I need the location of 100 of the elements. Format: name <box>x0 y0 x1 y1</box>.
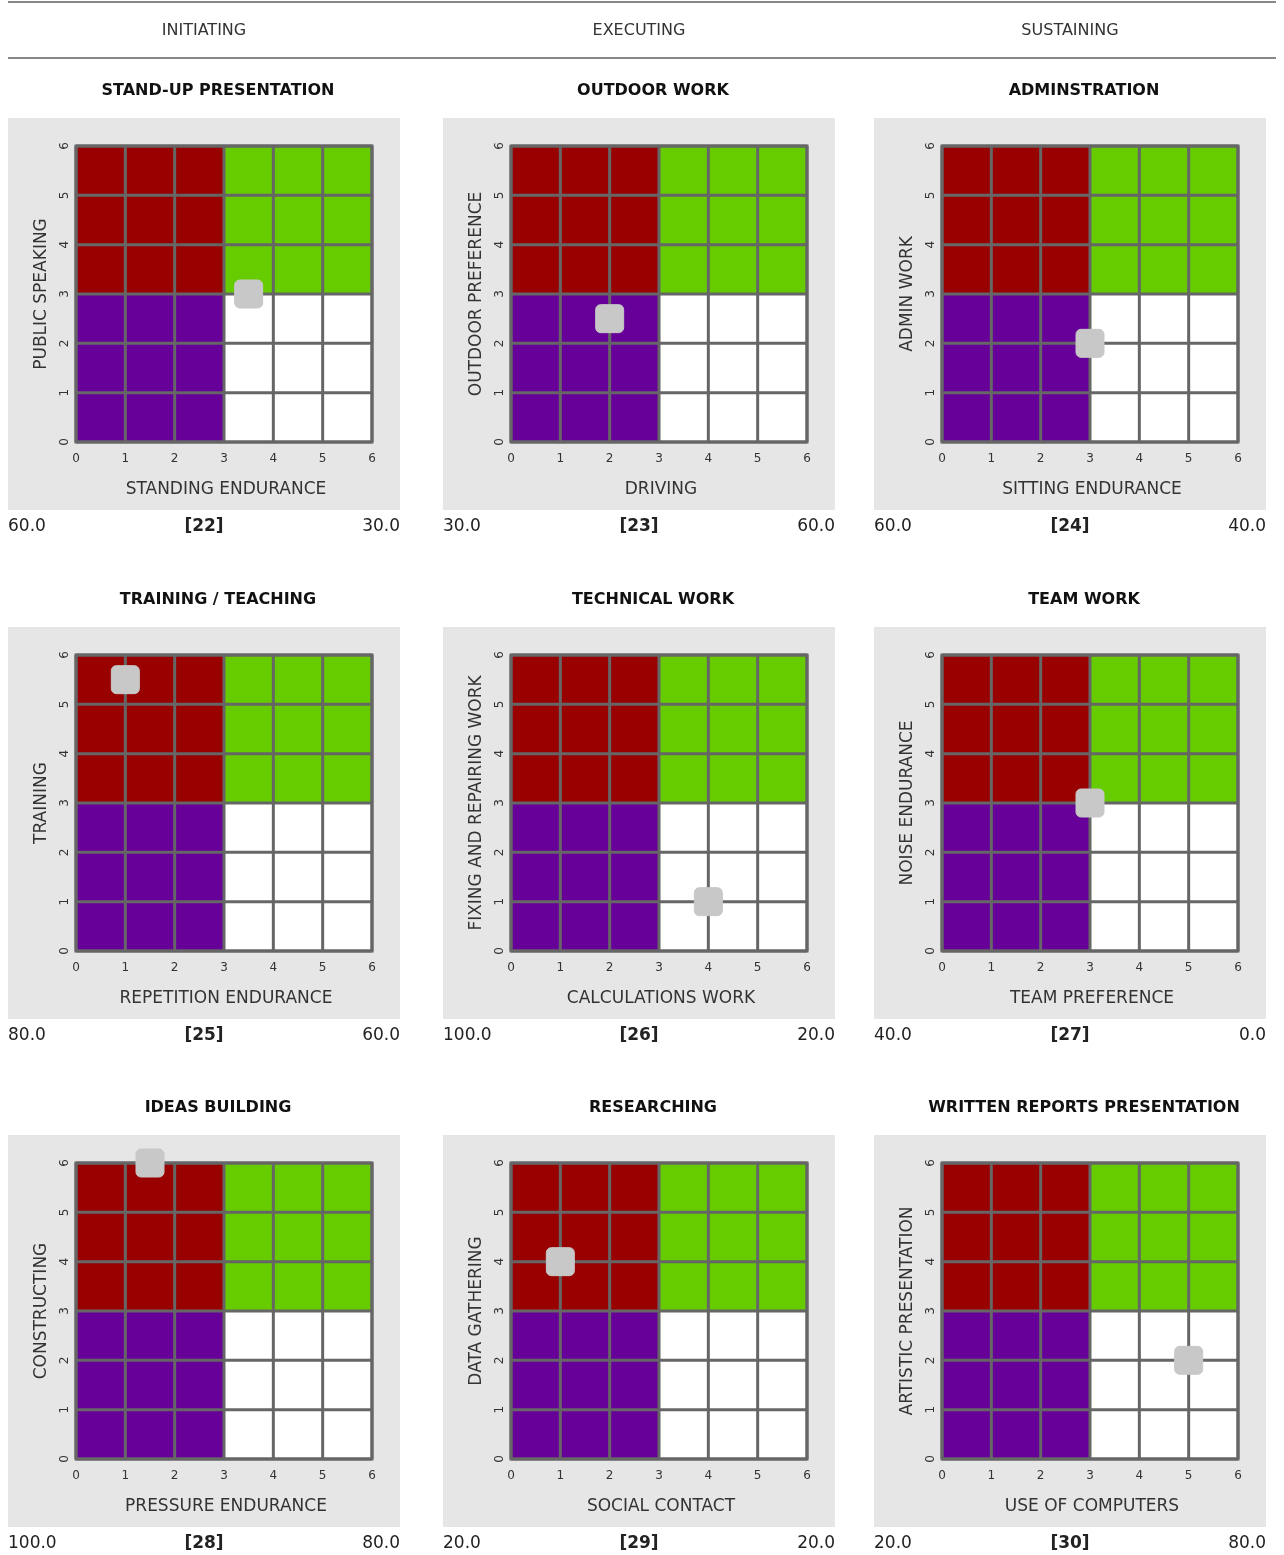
y-tick-label: 5 <box>57 191 71 200</box>
x-tick-label: 0 <box>938 960 946 974</box>
x-tick-label: 0 <box>507 1468 515 1482</box>
text: 100.0 <box>443 1024 492 1044</box>
x-tick-label: 0 <box>938 1468 946 1482</box>
x-tick-label: 1 <box>987 451 996 465</box>
y-tick-label: 6 <box>57 1159 71 1167</box>
x-tick-label: 0 <box>72 1468 80 1482</box>
text: 30.0 <box>362 515 400 535</box>
text: [28] <box>184 1532 224 1552</box>
x-tick-label: 6 <box>803 451 811 465</box>
y-tick-label: 6 <box>57 651 71 659</box>
y-axis-title: CONSTRUCTING <box>30 1242 50 1380</box>
text: [29] <box>619 1532 659 1552</box>
text: 100.0 <box>8 1532 57 1552</box>
y-tick-label: 1 <box>923 1405 937 1414</box>
x-tick-label: 1 <box>556 1468 565 1482</box>
x-tick-label: 0 <box>507 960 515 974</box>
chart-title: STAND-UP PRESENTATION <box>101 80 335 99</box>
x-tick-label: 1 <box>121 960 130 974</box>
x-axis-title: SITTING ENDURANCE <box>1002 478 1182 498</box>
x-tick-label: 0 <box>72 960 80 974</box>
x-axis-title: DRIVING <box>624 478 698 498</box>
y-tick-label: 0 <box>923 947 937 955</box>
x-tick-label: 6 <box>1234 960 1242 974</box>
y-tick-label: 2 <box>492 339 506 348</box>
x-tick-label: 6 <box>368 451 376 465</box>
x-tick-label: 5 <box>753 960 762 974</box>
y-tick-label: 2 <box>923 848 937 857</box>
chart-title: RESEARCHING <box>588 1097 718 1116</box>
chart-title: OUTDOOR WORK <box>577 80 730 99</box>
x-tick-label: 1 <box>121 1468 130 1482</box>
x-tick-label: 3 <box>1086 1468 1094 1482</box>
x-tick-label: 4 <box>1135 1468 1144 1482</box>
y-tick-label: 0 <box>492 1455 506 1463</box>
x-tick-label: 4 <box>704 960 713 974</box>
text: [26] <box>619 1024 659 1044</box>
y-tick-label: 6 <box>57 142 71 150</box>
x-tick-label: 4 <box>269 1468 278 1482</box>
y-tick-label: 3 <box>57 799 71 807</box>
text: 60.0 <box>797 515 835 535</box>
y-tick-label: 4 <box>492 1257 506 1266</box>
x-axis-title: STANDING ENDURANCE <box>125 478 327 498</box>
x-tick-label: 0 <box>507 451 515 465</box>
y-tick-label: 0 <box>492 438 506 446</box>
y-tick-label: 1 <box>57 388 71 397</box>
y-tick-label: 0 <box>492 947 506 955</box>
y-tick-label: 3 <box>492 290 506 298</box>
y-tick-label: 6 <box>492 142 506 150</box>
y-tick-label: 5 <box>923 191 937 200</box>
text: 80.0 <box>1228 1532 1266 1552</box>
x-tick-label: 2 <box>605 451 614 465</box>
text: [25] <box>184 1024 224 1044</box>
y-tick-label: 5 <box>492 1208 506 1217</box>
x-tick-label: 5 <box>1184 1468 1193 1482</box>
y-tick-label: 4 <box>923 1257 937 1266</box>
y-tick-label: 1 <box>57 897 71 906</box>
y-tick-label: 1 <box>923 897 937 906</box>
text: 60.0 <box>874 515 912 535</box>
x-tick-label: 3 <box>1086 960 1094 974</box>
y-tick-label: 2 <box>57 1356 71 1365</box>
y-tick-label: 2 <box>923 1356 937 1365</box>
y-tick-label: 3 <box>57 290 71 298</box>
y-tick-label: 1 <box>492 1405 506 1414</box>
y-tick-label: 4 <box>923 749 937 758</box>
x-tick-label: 2 <box>170 451 179 465</box>
x-tick-label: 2 <box>605 1468 614 1482</box>
text: 80.0 <box>362 1532 400 1552</box>
text: [27] <box>1050 1024 1090 1044</box>
chart-subtitle: INITIATING <box>161 20 247 39</box>
x-tick-label: 1 <box>556 451 565 465</box>
y-tick-label: 3 <box>492 1307 506 1315</box>
text: 20.0 <box>797 1532 835 1552</box>
x-tick-label: 0 <box>72 451 80 465</box>
chart-subtitle: EXECUTING <box>592 20 686 39</box>
x-tick-label: 1 <box>121 451 130 465</box>
y-tick-label: 2 <box>57 848 71 857</box>
text: 80.0 <box>8 1024 46 1044</box>
y-tick-label: 4 <box>492 240 506 249</box>
y-tick-label: 3 <box>492 799 506 807</box>
x-tick-label: 1 <box>556 960 565 974</box>
x-tick-label: 4 <box>1135 451 1144 465</box>
chart-title: IDEAS BUILDING <box>144 1097 292 1116</box>
y-tick-label: 5 <box>923 700 937 709</box>
y-tick-label: 6 <box>923 1159 937 1167</box>
y-tick-label: 2 <box>923 339 937 348</box>
y-tick-label: 5 <box>57 1208 71 1217</box>
y-axis-title: OUTDOOR PREFERENCE <box>465 191 485 397</box>
x-tick-label: 6 <box>803 960 811 974</box>
y-axis-title: FIXING AND REPAIRING WORK <box>465 674 485 931</box>
y-axis-title: ARTISTIC PRESENTATION <box>896 1206 916 1416</box>
chart-title: TEAM WORK <box>1028 589 1141 608</box>
chart-subtitle: SUSTAINING <box>1021 20 1119 39</box>
y-tick-label: 0 <box>923 438 937 446</box>
y-tick-label: 4 <box>57 749 71 758</box>
y-tick-label: 2 <box>57 339 71 348</box>
y-tick-label: 3 <box>57 1307 71 1315</box>
text: 20.0 <box>443 1532 481 1552</box>
text: [30] <box>1050 1532 1090 1552</box>
y-tick-label: 2 <box>492 1356 506 1365</box>
